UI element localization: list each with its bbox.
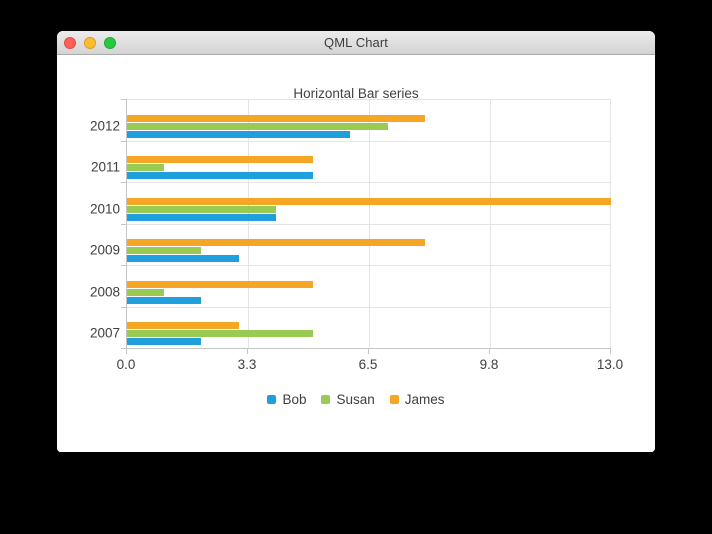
gridline-horizontal	[127, 99, 611, 100]
x-axis-tick	[610, 349, 611, 354]
plot-area	[121, 99, 611, 354]
legend-item-james: James	[389, 392, 445, 407]
bar-bob-2008	[127, 296, 202, 304]
gridline-horizontal	[127, 265, 611, 266]
y-axis-tick	[121, 99, 126, 100]
close-button[interactable]	[64, 36, 76, 49]
category-label-2010: 2010	[89, 201, 120, 216]
bar-susan-2009	[127, 247, 202, 254]
bar-bob-2010	[127, 213, 276, 221]
bar-james-2011	[127, 156, 314, 163]
legend-item-bob: Bob	[267, 392, 306, 407]
app-window: QML Chart Horizontal Bar series 2012 2011…	[57, 31, 655, 452]
category-label-2011: 2011	[90, 159, 120, 175]
x-axis-tick	[247, 349, 248, 354]
bar-bob-2012	[127, 130, 351, 138]
x-tick-label-0.0: 0.0	[116, 357, 136, 372]
x-axis-tick	[489, 349, 490, 354]
bar-james-2008	[127, 280, 314, 288]
y-axis-tick	[121, 265, 126, 266]
bar-group-2012	[127, 99, 611, 141]
bar-bob-2011	[127, 172, 314, 179]
bar-susan-2008	[127, 288, 165, 296]
x-axis-tick	[368, 349, 369, 354]
bar-group-2008	[127, 265, 611, 307]
category-label-2007: 2007	[89, 325, 120, 341]
legend-label-bob: Bob	[282, 392, 307, 407]
bar-susan-2011	[127, 164, 165, 171]
gridline-horizontal	[127, 223, 611, 225]
bar-james-2010	[127, 197, 611, 205]
gridline-horizontal	[127, 182, 611, 183]
bar-susan-2012	[127, 122, 388, 130]
gridline-horizontal	[127, 140, 611, 142]
zoom-button[interactable]	[104, 36, 116, 49]
bar-bob-2009	[127, 255, 239, 262]
legend-label-james: James	[404, 392, 445, 407]
x-tick-label-6.5: 6.5	[358, 357, 378, 372]
bar-group-2011	[127, 141, 611, 183]
bar-susan-2010	[127, 205, 276, 213]
chart-legend: Bob Susan James	[57, 391, 655, 408]
x-tick-label-13.0: 13.0	[596, 357, 624, 372]
category-label-2008: 2008	[89, 284, 120, 299]
legend-marker-susan	[321, 395, 331, 404]
x-tick-label-9.8: 9.8	[479, 357, 499, 372]
minimize-button[interactable]	[84, 36, 96, 49]
traffic-lights	[64, 31, 116, 54]
window-title: QML Chart	[324, 35, 388, 50]
y-axis-tick	[121, 140, 126, 142]
chart-area: Horizontal Bar series 2012 2011 2010 2009 20…	[57, 55, 655, 452]
y-axis-tick	[121, 348, 126, 349]
bar-group-2009	[127, 224, 611, 266]
y-axis-tick	[121, 306, 126, 308]
window-titlebar[interactable]: QML Chart	[57, 31, 655, 55]
bar-james-2012	[127, 114, 425, 122]
legend-label-susan: Susan	[336, 392, 375, 407]
legend-marker-bob	[267, 395, 277, 404]
category-label-2012: 2012	[89, 118, 120, 133]
gridline-horizontal	[127, 306, 611, 308]
bar-group-2007	[127, 307, 611, 349]
x-axis-tick	[126, 349, 127, 354]
bar-bob-2007	[127, 338, 202, 345]
bar-susan-2007	[127, 330, 314, 337]
category-label-2009: 2009	[89, 242, 120, 258]
bar-james-2007	[127, 322, 239, 329]
y-axis-tick	[121, 223, 126, 225]
x-tick-label-3.3: 3.3	[237, 357, 257, 372]
bar-group-2010	[127, 182, 611, 224]
y-axis-labels: 2012 2011 2010 2009 2008 2007	[57, 99, 120, 348]
y-axis-tick	[121, 182, 126, 183]
legend-item-susan: Susan	[321, 392, 375, 407]
legend-marker-james	[389, 395, 399, 404]
chart-title: Horizontal Bar series	[293, 86, 419, 101]
bar-james-2009	[127, 239, 425, 246]
